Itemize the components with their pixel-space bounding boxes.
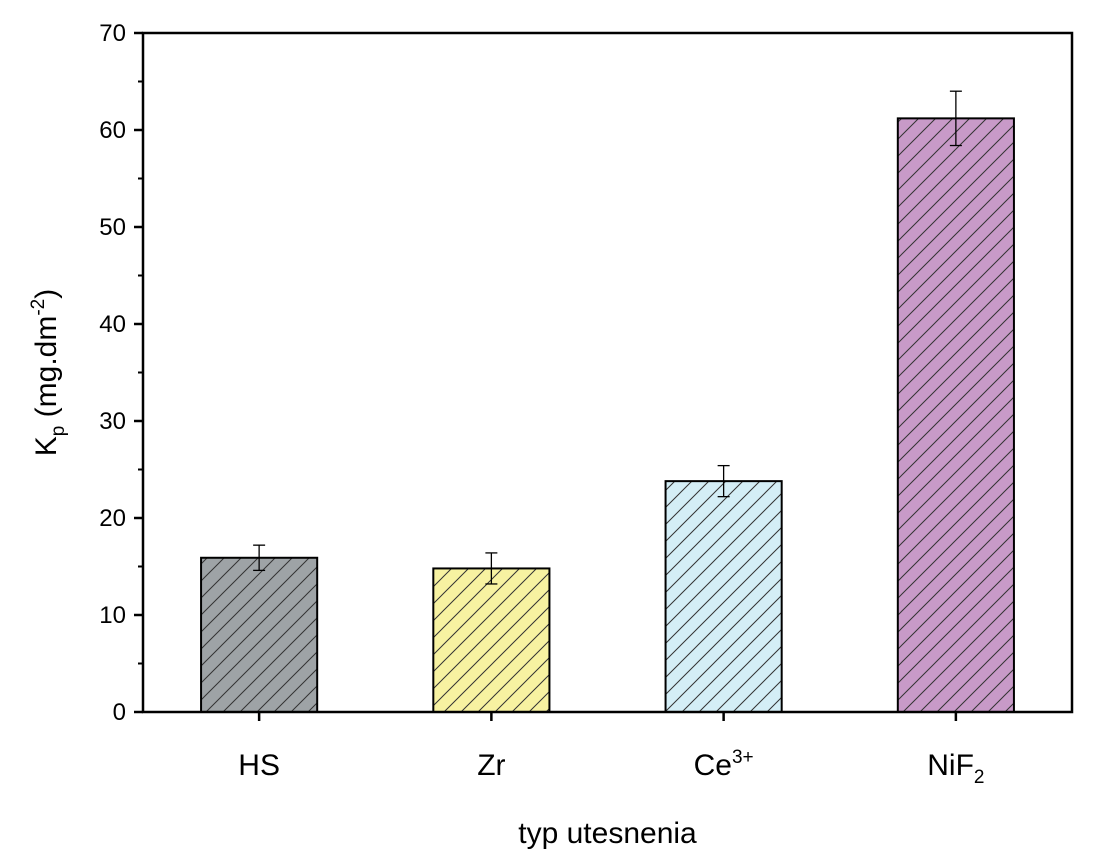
y-tick-label: 50 [99,214,126,241]
x-tick-label-hs: HS [238,749,280,782]
y-tick-label: 0 [113,699,126,726]
x-axis-title: typ utesnenia [518,817,697,850]
error-bars-layer [253,90,962,585]
y-tick-label: 30 [99,408,126,435]
error-bar-zr [485,552,498,585]
x-tick-label-zr: Zr [477,749,505,782]
y-tick-label: 40 [99,311,126,338]
bar-zr [432,567,551,713]
error-bar-hs [253,544,266,572]
bar-hs [200,556,319,714]
y-axis-title-unit-close: ) [30,289,63,299]
y-axis-title-unit-open: (mg.dm [30,316,63,426]
y-axis: 0 10 20 30 40 50 60 70 [99,20,143,726]
x-tick-label-nif: NiF2 [927,749,984,788]
y-tick-label: 10 [99,602,126,629]
y-tick-label: 60 [99,117,126,144]
x-axis: HS Zr Ce3+ NiF2 [238,712,984,788]
bars-layer [200,117,1015,714]
error-bar-ce [717,464,730,498]
y-axis-title-unit-sup: -2 [28,299,49,316]
y-tick-label: 70 [99,20,126,47]
y-axis-title: Kp (mg.dm-2) [28,289,69,457]
y-tick-label: 20 [99,505,126,532]
x-tick-label-ce: Ce3+ [694,747,754,782]
bar-nif [896,117,1015,714]
bar-ce [664,480,783,714]
y-axis-title-base: K [30,436,63,456]
y-axis-title-sub: p [48,426,69,437]
error-bar-nif [949,90,962,147]
